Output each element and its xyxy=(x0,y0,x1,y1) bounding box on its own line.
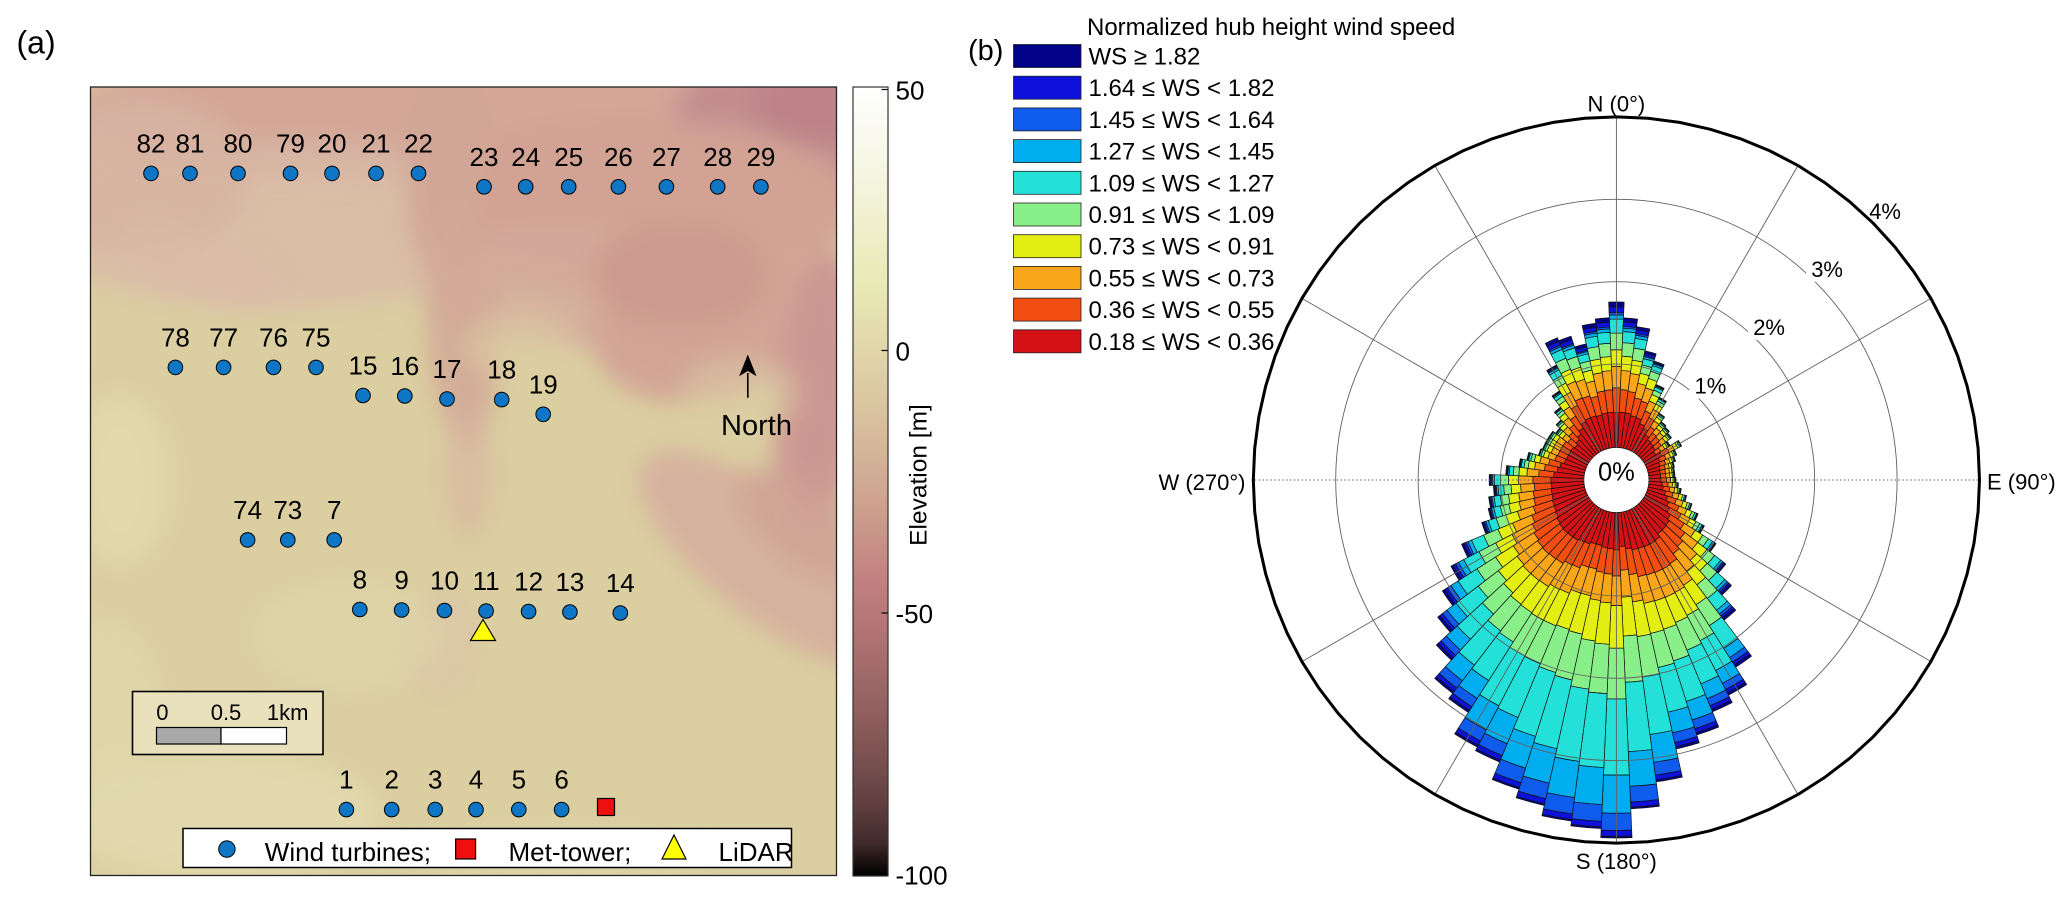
svg-text:4: 4 xyxy=(469,765,483,795)
svg-text:Wind turbines;: Wind turbines; xyxy=(265,837,431,867)
svg-text:0: 0 xyxy=(896,337,910,367)
svg-text:1.09 ≤ WS < 1.27: 1.09 ≤ WS < 1.27 xyxy=(1089,170,1275,197)
svg-text:W (270°): W (270°) xyxy=(1158,470,1245,495)
svg-text:0.36 ≤ WS < 0.55: 0.36 ≤ WS < 0.55 xyxy=(1089,297,1275,324)
svg-text:WS ≥ 1.82: WS ≥ 1.82 xyxy=(1089,44,1201,71)
svg-text:80: 80 xyxy=(224,128,253,158)
svg-text:20: 20 xyxy=(318,128,347,158)
svg-text:E (90°): E (90°) xyxy=(1987,470,2056,495)
svg-text:18: 18 xyxy=(487,355,516,385)
svg-text:1.64 ≤ WS < 1.82: 1.64 ≤ WS < 1.82 xyxy=(1089,75,1275,102)
svg-text:82: 82 xyxy=(137,128,166,158)
svg-text:0.73 ≤ WS < 0.91: 0.73 ≤ WS < 0.91 xyxy=(1089,234,1275,261)
svg-text:78: 78 xyxy=(161,322,190,352)
svg-text:(b): (b) xyxy=(968,35,1003,67)
svg-text:0.5: 0.5 xyxy=(211,700,242,725)
svg-text:1: 1 xyxy=(339,765,353,795)
svg-text:-50: -50 xyxy=(896,599,934,629)
svg-text:4%: 4% xyxy=(1869,199,1901,224)
svg-text:16: 16 xyxy=(390,351,419,381)
svg-text:Met-tower;: Met-tower; xyxy=(509,837,632,867)
svg-text:13: 13 xyxy=(555,567,584,597)
svg-text:N (0°): N (0°) xyxy=(1588,92,1646,117)
svg-text:0: 0 xyxy=(156,700,168,725)
svg-text:50: 50 xyxy=(896,76,925,106)
svg-text:Normalized hub height wind spe: Normalized hub height wind speed xyxy=(1087,14,1455,41)
svg-text:3: 3 xyxy=(428,765,442,795)
svg-text:1.27 ≤ WS < 1.45: 1.27 ≤ WS < 1.45 xyxy=(1089,139,1275,166)
svg-text:9: 9 xyxy=(394,565,408,595)
svg-text:74: 74 xyxy=(233,495,262,525)
svg-text:1%: 1% xyxy=(1695,374,1727,399)
svg-text:8: 8 xyxy=(353,565,367,595)
svg-text:7: 7 xyxy=(327,495,341,525)
svg-text:26: 26 xyxy=(604,142,633,172)
svg-text:0.91 ≤ WS < 1.09: 0.91 ≤ WS < 1.09 xyxy=(1089,202,1275,229)
svg-text:S (180°): S (180°) xyxy=(1576,849,1657,874)
svg-text:North: North xyxy=(721,410,792,442)
svg-text:5: 5 xyxy=(512,765,526,795)
svg-text:24: 24 xyxy=(511,142,540,172)
svg-text:27: 27 xyxy=(652,142,681,172)
svg-text:75: 75 xyxy=(302,322,331,352)
svg-text:1.45 ≤ WS < 1.64: 1.45 ≤ WS < 1.64 xyxy=(1089,107,1275,134)
svg-text:10: 10 xyxy=(430,566,459,596)
svg-text:2: 2 xyxy=(384,765,398,795)
svg-text:14: 14 xyxy=(606,568,635,598)
svg-text:23: 23 xyxy=(470,142,499,172)
svg-text:25: 25 xyxy=(554,142,583,172)
svg-text:15: 15 xyxy=(349,351,378,381)
svg-text:0.18 ≤ WS < 0.36: 0.18 ≤ WS < 0.36 xyxy=(1089,329,1275,356)
svg-text:77: 77 xyxy=(209,322,238,352)
svg-text:12: 12 xyxy=(514,567,543,597)
svg-text:2%: 2% xyxy=(1753,315,1785,340)
svg-text:1km: 1km xyxy=(267,700,309,725)
svg-text:29: 29 xyxy=(746,142,775,172)
svg-text:28: 28 xyxy=(703,142,732,172)
svg-text:3%: 3% xyxy=(1811,257,1843,282)
svg-text:73: 73 xyxy=(273,495,302,525)
svg-text:0%: 0% xyxy=(1598,459,1635,487)
svg-text:21: 21 xyxy=(362,128,391,158)
svg-text:22: 22 xyxy=(404,128,433,158)
svg-text:6: 6 xyxy=(554,765,568,795)
svg-text:-100: -100 xyxy=(896,861,948,891)
svg-text:79: 79 xyxy=(276,128,305,158)
svg-text:17: 17 xyxy=(433,354,462,384)
svg-text:Elevation [m]: Elevation [m] xyxy=(906,404,933,546)
svg-text:0.55 ≤ WS < 0.73: 0.55 ≤ WS < 0.73 xyxy=(1089,265,1275,292)
svg-text:LiDAR: LiDAR xyxy=(719,837,794,867)
svg-text:81: 81 xyxy=(176,128,205,158)
svg-text:11: 11 xyxy=(473,566,500,596)
svg-text:(a): (a) xyxy=(17,25,56,61)
svg-text:76: 76 xyxy=(259,322,288,352)
svg-text:19: 19 xyxy=(529,369,558,399)
